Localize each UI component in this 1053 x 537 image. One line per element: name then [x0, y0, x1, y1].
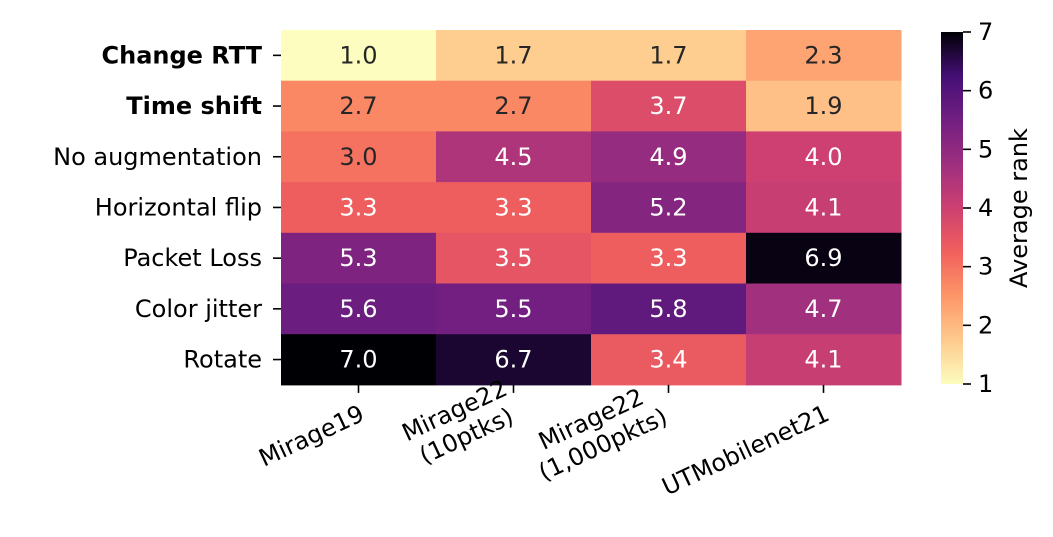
cell-value-label: 4.9: [649, 143, 687, 171]
cell-value-label: 2.7: [494, 92, 532, 120]
cell-value-label: 4.5: [494, 143, 532, 171]
colorbar: 1 2 3 4 5 6 7 Average rank: [941, 18, 1033, 398]
heatmap-cell: [436, 283, 592, 335]
cell-value-label: 5.8: [649, 295, 687, 323]
cell-value-label: 3.5: [494, 244, 532, 272]
cell-value-label: 5.6: [339, 295, 377, 323]
colorbar-tick-label: 7: [978, 18, 993, 46]
heatmap-cell: [746, 30, 902, 82]
heatmap-cell: [281, 283, 437, 335]
cell-value-label: 6.7: [494, 346, 532, 374]
heatmap-cell: [746, 131, 902, 183]
heatmap-cell: [281, 80, 437, 132]
heatmap-cell: [591, 283, 747, 335]
cell-value-label: 3.3: [494, 193, 532, 221]
heatmap-cell: [591, 334, 747, 386]
heatmap-cell: [591, 182, 747, 234]
x-axis: Mirage19 Mirage22(10ptks) Mirage22(1,000pk…: [255, 374, 834, 501]
y-tick-label: Rotate: [183, 346, 262, 374]
heatmap-cell: [746, 232, 902, 284]
colorbar-tick-label: 6: [978, 77, 993, 105]
colorbar-tick-label: 5: [978, 135, 993, 163]
cell-value-label: 2.3: [804, 41, 842, 69]
cell-value-label: 5.3: [339, 244, 377, 272]
y-tick-label: Color jitter: [135, 295, 262, 323]
cell-value-label: 4.1: [804, 346, 842, 374]
heatmap-cell: [591, 232, 747, 284]
cell-value-label: 3.4: [649, 346, 687, 374]
colorbar-tick-label: 3: [978, 253, 993, 281]
x-tick-label: Mirage22(10ptks): [398, 374, 524, 472]
y-tick-label: No augmentation: [53, 143, 262, 171]
heatmap-cell: [436, 30, 592, 82]
heatmap-cell: [436, 334, 592, 386]
heatmap-cell: [436, 232, 592, 284]
y-tick-label: Change RTT: [102, 41, 263, 69]
cell-value-label: 1.9: [804, 92, 842, 120]
cell-value-label: 5.2: [649, 193, 687, 221]
cell-value-label: 4.7: [804, 295, 842, 323]
colorbar-tick-label: 1: [978, 370, 993, 398]
y-tick-label: Horizontal flip: [95, 193, 262, 221]
x-tick-label: Mirage19: [255, 399, 369, 472]
heatmap-cell: [591, 30, 747, 82]
cell-value-label: 1.7: [649, 41, 687, 69]
colorbar-tick-label: 2: [978, 311, 993, 339]
cell-value-label: 1.0: [339, 41, 377, 69]
colorbar-label: Average rank: [1005, 128, 1033, 288]
y-tick-label: Time shift: [126, 92, 262, 120]
colorbar-gradient: [941, 32, 963, 384]
cell-value-label: 2.7: [339, 92, 377, 120]
heatmap-cells: [281, 30, 902, 386]
heatmap-cell: [746, 334, 902, 386]
y-axis: Change RTT Time shift No augmentation Horiz…: [53, 41, 281, 374]
heatmap-cell: [436, 80, 592, 132]
y-tick-label: Packet Loss: [123, 244, 262, 272]
cell-value-label: 3.0: [339, 143, 377, 171]
heatmap-cell: [591, 80, 747, 132]
heatmap-cell: [746, 182, 902, 234]
heatmap-cell: [281, 182, 437, 234]
heatmap-cell: [281, 334, 437, 386]
cell-value-label: 6.9: [804, 244, 842, 272]
heatmap-cell: [746, 80, 902, 132]
cell-value-label: 7.0: [339, 346, 377, 374]
cell-value-label: 4.1: [804, 193, 842, 221]
cell-value-label: 1.7: [494, 41, 532, 69]
heatmap-cell: [436, 131, 592, 183]
x-tick-label: UTMobilenet21: [658, 399, 834, 501]
heatmap-cell: [746, 283, 902, 335]
heatmap-cell: [281, 232, 437, 284]
heatmap-cell: [281, 30, 437, 82]
colorbar-tick-label: 4: [978, 194, 993, 222]
heatmap-cell: [436, 182, 592, 234]
heatmap-cell: [591, 131, 747, 183]
cell-value-label: 3.3: [649, 244, 687, 272]
x-tick-label: Mirage22(1,000pkts): [522, 377, 671, 486]
cell-value-label: 3.7: [649, 92, 687, 120]
heatmap-cell-labels: 1.0 1.7 1.7 2.3 2.7 2.7 3.7 1.9 3.0 4.5 4.9 4.0 3.3 3…: [339, 41, 842, 373]
cell-value-label: 4.0: [804, 143, 842, 171]
cell-value-label: 3.3: [339, 193, 377, 221]
heatmap-cell: [281, 131, 437, 183]
cell-value-label: 5.5: [494, 295, 532, 323]
